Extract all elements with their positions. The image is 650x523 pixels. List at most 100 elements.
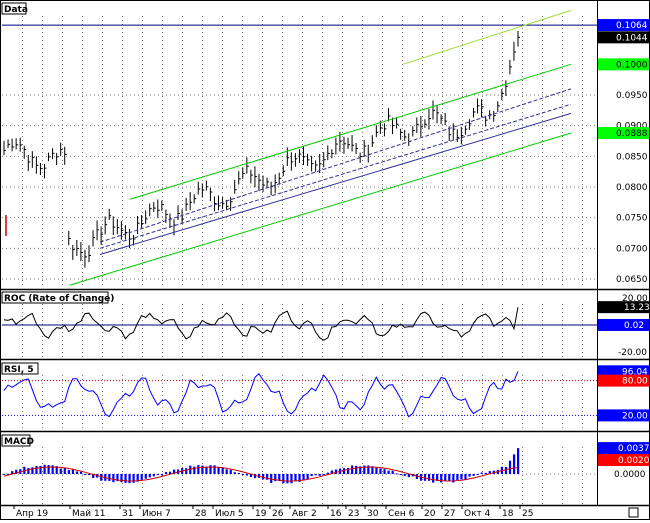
macd-bar	[290, 474, 293, 484]
macd-bar	[197, 465, 200, 474]
price-tag-value: 0.0888	[616, 129, 648, 139]
x-axis-label: 23	[348, 509, 359, 519]
macd-bar	[488, 471, 491, 474]
x-axis-label: 16	[330, 509, 342, 519]
macd-bar	[504, 467, 508, 474]
macd-bar	[172, 469, 176, 474]
price-panel[interactable]: 0.0950 0.0900 0.0850 0.0800 0.0750 0.0700 0.06…	[1, 2, 649, 286]
price-tag	[598, 58, 649, 71]
macd-bar	[440, 474, 443, 483]
macd-bar	[379, 468, 382, 474]
rsi-tag	[598, 409, 649, 422]
macd-bar	[310, 474, 313, 477]
roc-line	[3, 307, 519, 341]
macd-bar	[168, 471, 172, 474]
price-tick-label: 0.0950	[616, 91, 648, 101]
macd-tag-value: 0.0037	[618, 444, 650, 454]
macd-bar	[156, 474, 159, 476]
macd-bar	[294, 474, 297, 481]
macd-bar	[423, 474, 427, 481]
macd-bar	[112, 474, 115, 483]
macd-bar	[83, 473, 87, 475]
macd-bar	[160, 474, 164, 476]
x-axis-label: 20	[424, 509, 436, 519]
macd-bar	[193, 466, 196, 474]
macd-bar	[330, 470, 334, 474]
macd-bar	[237, 472, 240, 474]
macd-bar	[367, 465, 370, 474]
macd-bar	[326, 472, 329, 474]
macd-tag-value: 0.0020	[618, 456, 650, 466]
macd-bar	[201, 465, 204, 474]
macd-bar	[51, 465, 54, 474]
channel-upper-line[interactable]	[129, 63, 572, 200]
macd-bar	[108, 474, 111, 481]
macd-tick-label: 0.0000	[614, 470, 646, 480]
macd-bar	[342, 468, 346, 474]
corner-toggle-icon[interactable]	[628, 507, 639, 518]
roc-tag	[598, 318, 649, 331]
macd-bar	[517, 448, 520, 474]
macd-bar	[512, 454, 516, 474]
x-axis-label: Авг 2	[292, 509, 317, 519]
macd-bar	[363, 465, 366, 474]
x-axis-label: 31	[122, 509, 133, 519]
macd-bar	[75, 471, 79, 474]
macd-bar	[472, 474, 475, 476]
macd-bar	[3, 474, 6, 475]
x-axis-label: Июл 5	[215, 509, 244, 519]
x-axis-label: 26	[272, 509, 284, 519]
panel-label-price: Data	[4, 5, 28, 15]
macd-bar	[407, 474, 410, 478]
macd-bar	[87, 474, 91, 475]
macd-tag	[598, 454, 649, 466]
macd-bar	[314, 474, 317, 476]
channel-mid-line[interactable]	[99, 112, 572, 255]
macd-bar	[456, 474, 459, 481]
macd-bar	[452, 474, 455, 483]
macd-bar	[249, 474, 253, 478]
macd-bar	[43, 464, 46, 474]
macd-bar	[359, 466, 362, 474]
macd-bar	[245, 474, 249, 476]
macd-bar	[11, 471, 14, 474]
x-axis[interactable]: Апр 19 Май 11 31 Июн 7 28 Июл 5 19 26 Авг 2 16 23 3…	[13, 505, 639, 519]
roc-tick-label: 20.00	[622, 294, 648, 304]
macd-bar	[221, 467, 224, 474]
macd-bar	[120, 474, 123, 483]
price-bars	[3, 31, 520, 268]
x-axis-label: Окт 4	[464, 509, 491, 519]
price-tag	[598, 31, 649, 44]
channel-inner-line[interactable]	[99, 88, 572, 243]
price-tag	[598, 127, 649, 140]
macd-bar	[436, 474, 439, 481]
channel-lower-line[interactable]	[69, 132, 572, 286]
roc-tag-value: 0.02	[624, 321, 644, 331]
macd-panel[interactable]: MACD 0.0000 0.0037 0.0020	[1, 434, 650, 484]
x-axis-label: 25	[522, 509, 533, 519]
channel-extension-line[interactable]	[402, 9, 572, 65]
macd-bar	[464, 474, 467, 481]
channel-inner-line[interactable]	[99, 103, 572, 249]
roc-panel[interactable]: ROC (Rate of Change) 20.00 -20.00 13.23 0.02	[1, 291, 650, 358]
macd-bar	[132, 474, 135, 483]
macd-bar	[298, 474, 301, 482]
roc-tag-value: 13.23	[624, 303, 650, 313]
panel-label-rsi: RSI, 5	[4, 365, 34, 375]
panel-label-box	[1, 434, 31, 447]
macd-bar	[383, 469, 386, 474]
macd-bar	[39, 465, 42, 474]
macd-bar	[7, 473, 10, 475]
macd-bar	[47, 465, 50, 474]
macd-bar	[460, 474, 463, 480]
rsi-tag	[598, 365, 649, 378]
macd-bar	[27, 468, 30, 474]
macd-bar	[253, 474, 257, 479]
price-tag-value: 0.1064	[616, 21, 648, 31]
macd-bar	[59, 468, 62, 474]
macd-bar	[189, 465, 192, 474]
price-tick-label: 0.0750	[616, 214, 648, 224]
